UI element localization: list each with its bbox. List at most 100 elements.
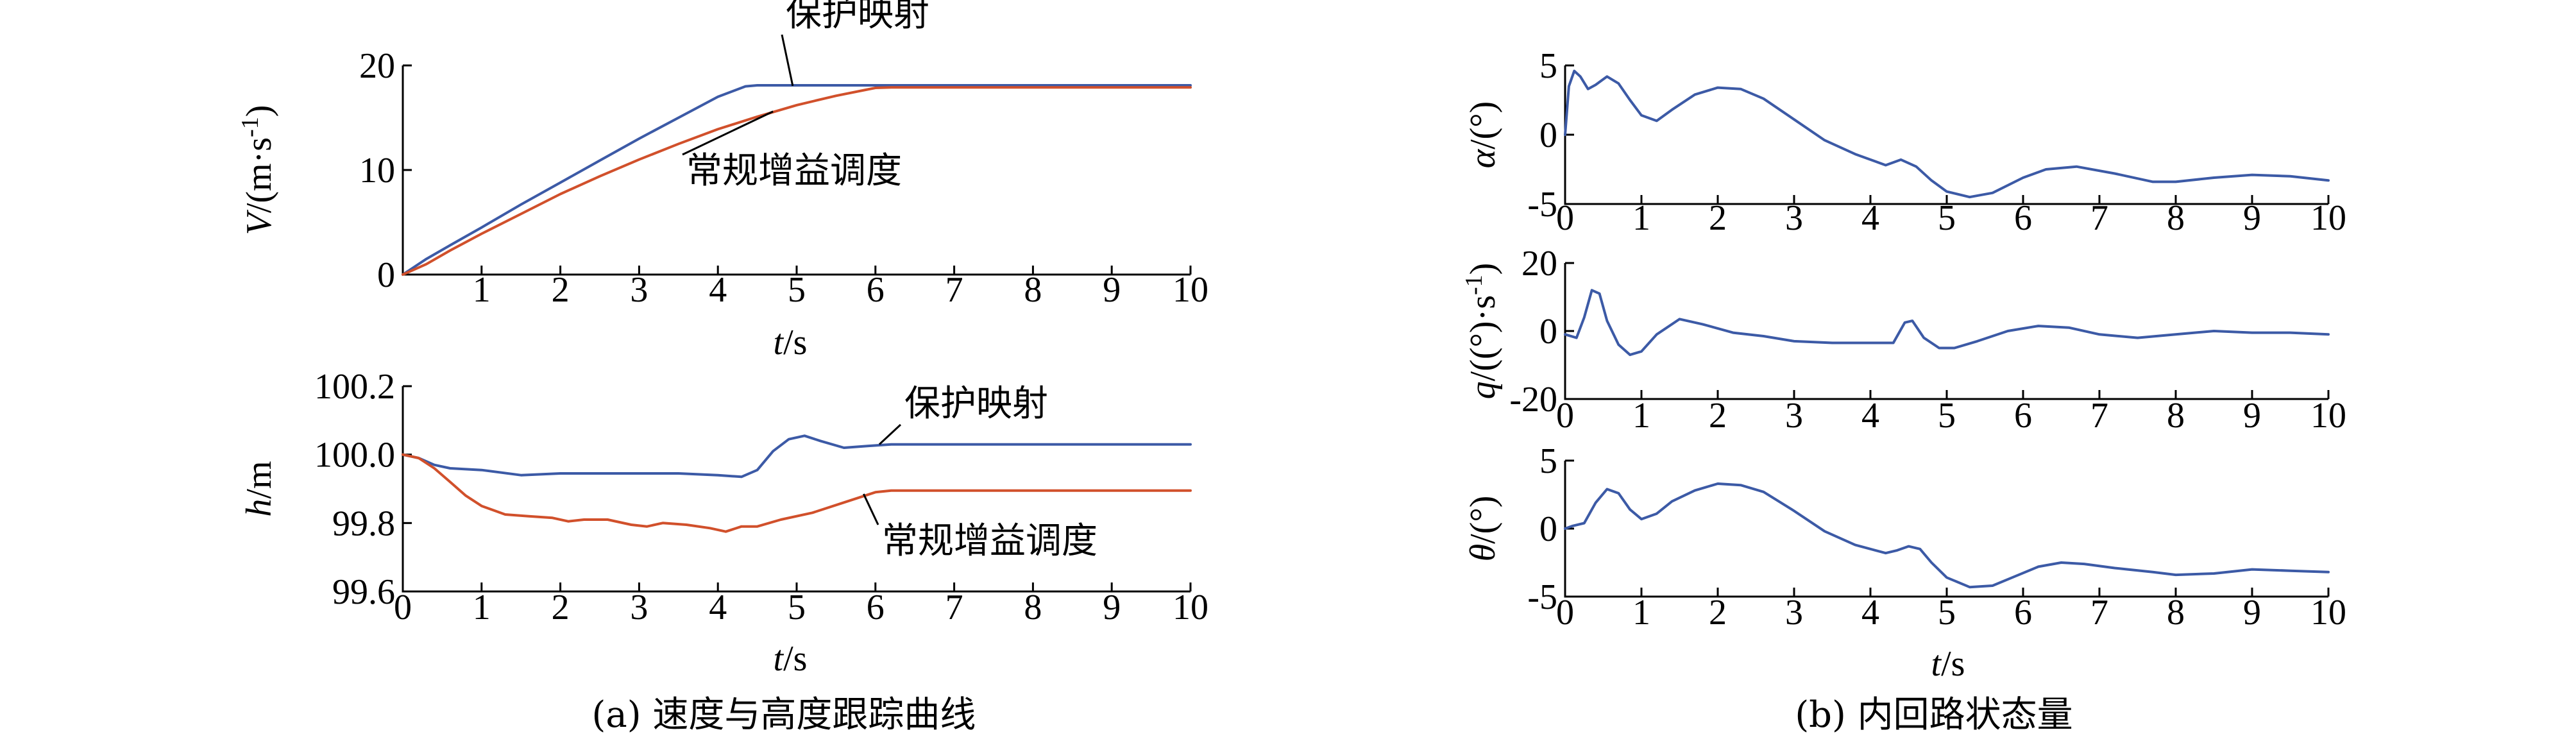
x-tick-label: 1 [473, 270, 491, 310]
y-axis-label-unit: /(°) [1463, 496, 1503, 544]
y-axis-label-var: V [239, 209, 279, 235]
x-tick-label: 5 [788, 270, 806, 310]
series-annotation: 保护映射 [786, 0, 929, 35]
x-tick-label: 4 [1861, 198, 1879, 238]
x-tick-label: 3 [1785, 593, 1803, 633]
x-tick-label: 10 [2310, 198, 2346, 238]
y-tick-label: 100.2 [314, 367, 395, 407]
x-tick-label: 6 [2014, 198, 2032, 238]
x-tick-label: 0 [394, 588, 412, 627]
x-tick-label: 4 [709, 588, 727, 627]
x-axis-label: t/s [774, 323, 808, 362]
series-line-blue [402, 84, 1192, 276]
y-axis-label-unit: /((°)·s [1463, 295, 1503, 381]
x-axis-label-var: t [774, 639, 784, 679]
x-tick-label: 3 [1785, 198, 1803, 238]
y-tick-label: -5 [1527, 577, 1557, 617]
x-tick-label: 2 [552, 270, 570, 310]
x-tick-label: 3 [1785, 396, 1803, 436]
series-annotation: 保护映射 [904, 383, 1048, 425]
annotation-leader [878, 423, 902, 445]
y-tick-label: 20 [359, 46, 395, 86]
x-tick-label: 8 [1024, 270, 1042, 310]
y-axis-label-close: ) [239, 105, 279, 117]
x-tick-label: 0 [1556, 198, 1574, 238]
series-line-blue [1564, 289, 2330, 357]
y-tick-label: 0 [377, 255, 395, 295]
x-axis-label: t/s [774, 639, 808, 679]
caption-b: (b) 内回路状态量 [1795, 694, 2072, 736]
y-tick-label: 20 [1521, 244, 1557, 284]
x-tick-label: 2 [1709, 198, 1727, 238]
x-tick-label: 5 [1938, 198, 1956, 238]
x-tick-label: 7 [2090, 396, 2108, 436]
x-tick-label: 6 [867, 270, 885, 310]
x-tick-label: 9 [2243, 396, 2261, 436]
chart-a2: 99.6 99.8 100.0 100.2 0 1 2 3 4 5 6 7 8 9 10 t/s h/m 保护映射… [239, 367, 1208, 679]
x-tick-label: 0 [1556, 593, 1574, 633]
y-axis-label-unit: /m [239, 461, 279, 498]
x-tick-label: 4 [1861, 593, 1879, 633]
x-axis-label: t/s [1931, 644, 1965, 684]
x-tick-label: 9 [1103, 588, 1121, 627]
y-tick-label: 5 [1539, 46, 1557, 86]
y-tick-label: 0 [1539, 115, 1557, 155]
y-axis-label: θ/(°) [1463, 496, 1503, 562]
x-tick-label: 1 [1632, 593, 1650, 633]
y-axis-label-var: α [1463, 148, 1503, 168]
x-tick-label: 4 [709, 270, 727, 310]
x-tick-label: 3 [630, 588, 648, 627]
y-tick-label: -5 [1527, 185, 1557, 225]
y-tick-label: 0 [1539, 509, 1557, 549]
series-line-red [402, 453, 1192, 533]
x-tick-label: 8 [2167, 198, 2185, 238]
x-tick-label: 9 [1103, 270, 1121, 310]
series-annotation: 常规增益调度 [686, 150, 902, 192]
x-tick-label: 5 [788, 588, 806, 627]
x-tick-label: 1 [1632, 396, 1650, 436]
y-tick-label: 0 [1539, 312, 1557, 352]
x-tick-label: 0 [1556, 396, 1574, 436]
y-tick-label: 5 [1539, 441, 1557, 481]
x-tick-label: 9 [2243, 198, 2261, 238]
x-tick-label: 7 [945, 270, 963, 310]
y-axis-label: q/((°)·s-1) [1461, 263, 1503, 400]
y-tick-label: 100.0 [314, 436, 395, 475]
y-axis-label: V/(m·s-1) [237, 105, 279, 235]
x-axis-label-unit: /s [1941, 644, 1965, 684]
y-tick-label: -20 [1509, 380, 1557, 420]
x-tick-label: 6 [867, 588, 885, 627]
y-axis-label-unit: /(°) [1463, 101, 1503, 149]
caption-a: (a) 速度与高度跟踪曲线 [592, 694, 976, 736]
x-tick-label: 2 [1709, 593, 1727, 633]
x-tick-label: 6 [2014, 396, 2032, 436]
x-axis-label-var: t [1931, 644, 1942, 684]
x-axis-label-unit: /s [783, 323, 807, 362]
x-tick-label: 6 [2014, 593, 2032, 633]
x-tick-label: 3 [630, 270, 648, 310]
x-tick-label: 8 [2167, 593, 2185, 633]
x-tick-label: 8 [2167, 396, 2185, 436]
y-axis-label-var: θ [1463, 544, 1503, 562]
y-axis-label: h/m [239, 461, 279, 516]
y-tick-label: 99.6 [332, 572, 395, 612]
x-tick-label: 5 [1938, 593, 1956, 633]
y-axis-label-close: ) [1463, 263, 1503, 275]
x-tick-label: 4 [1861, 396, 1879, 436]
x-tick-label: 10 [1173, 270, 1208, 310]
series-line-blue [1564, 69, 2330, 199]
x-tick-label: 7 [2090, 198, 2108, 238]
x-tick-label: 9 [2243, 593, 2261, 633]
axes [1564, 65, 2328, 205]
x-tick-label: 7 [945, 588, 963, 627]
y-axis-label: α/(°) [1463, 101, 1503, 169]
x-tick-label: 1 [1632, 198, 1650, 238]
x-axis-label-var: t [774, 323, 784, 362]
annotation-leader [682, 110, 774, 156]
y-tick-label: 99.8 [332, 504, 395, 543]
annotation-leader [781, 34, 794, 87]
